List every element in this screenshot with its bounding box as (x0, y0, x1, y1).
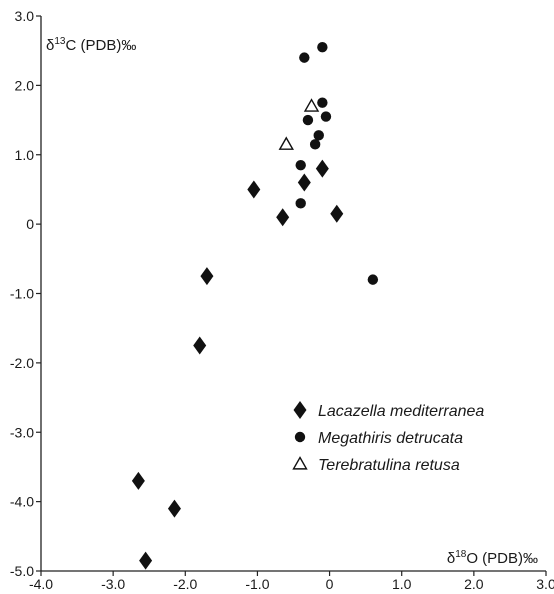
x-tick-label: -1.0 (245, 576, 269, 592)
x-tick-label: 2.0 (464, 576, 484, 592)
data-point-0-4 (330, 204, 344, 223)
y-tick-label: 2.0 (15, 77, 35, 93)
data-point-0-1 (276, 208, 290, 227)
x-axis-title: δ18O (PDB)‰ (447, 549, 538, 567)
data-point-0-8 (167, 499, 181, 518)
data-point-0-6 (193, 336, 207, 355)
x-tick-label: -3.0 (101, 576, 125, 592)
legend-label-1: Megathiris detrucata (318, 430, 463, 447)
y-tick-label: -2.0 (10, 355, 34, 371)
legend-marker-0 (293, 401, 307, 419)
x-tick-label: 3.0 (536, 576, 554, 592)
data-point-1-1 (317, 42, 328, 53)
data-point-1-0 (299, 52, 310, 63)
y-tick-label: -5.0 (10, 563, 34, 579)
x-tick-label: 0 (326, 576, 334, 592)
data-point-2-0 (303, 98, 320, 112)
y-tick-label: 0 (26, 216, 34, 232)
y-axis-title: δ13C (PDB)‰ (46, 36, 136, 54)
legend-label-0: Lacazella mediterranea (318, 403, 484, 420)
data-point-1-6 (309, 139, 321, 150)
data-point-0-9 (139, 551, 153, 570)
legend-label-2: Terebratulina retusa (318, 457, 460, 474)
data-point-2-1 (278, 136, 294, 150)
y-tick-label: -1.0 (10, 286, 34, 302)
legend-marker-1 (294, 431, 306, 443)
data-point-1-2 (317, 97, 328, 108)
y-tick-label: 3.0 (15, 8, 35, 24)
data-point-1-9 (367, 274, 379, 285)
legend: Lacazella mediterranea Megathiris detruca… (292, 401, 484, 474)
data-point-0-7 (131, 471, 145, 490)
y-tick-label: -4.0 (10, 494, 34, 510)
axis-ticks: -4.0 -3.0 -2.0 -1.0 0 1.0 2.0 3.0-5.0-4.0-3.0-2… (10, 8, 554, 592)
y-tick-label: -3.0 (10, 424, 34, 440)
y-tick-label: 1.0 (15, 147, 35, 163)
data-point-1-3 (302, 114, 314, 126)
data-point-1-4 (320, 111, 332, 122)
data-point-1-7 (295, 159, 306, 171)
x-tick-label: -2.0 (173, 576, 197, 592)
data-point-1-5 (313, 130, 324, 141)
data-point-0-3 (315, 159, 329, 178)
data-points (131, 42, 379, 570)
data-point-0-5 (200, 267, 214, 286)
legend-marker-2 (292, 456, 308, 470)
data-point-0-2 (297, 173, 311, 192)
data-point-1-8 (295, 198, 306, 209)
x-tick-label: 1.0 (392, 576, 412, 592)
x-tick-label: -4.0 (29, 576, 53, 592)
data-point-0-0 (247, 180, 261, 199)
axes (40, 16, 546, 572)
